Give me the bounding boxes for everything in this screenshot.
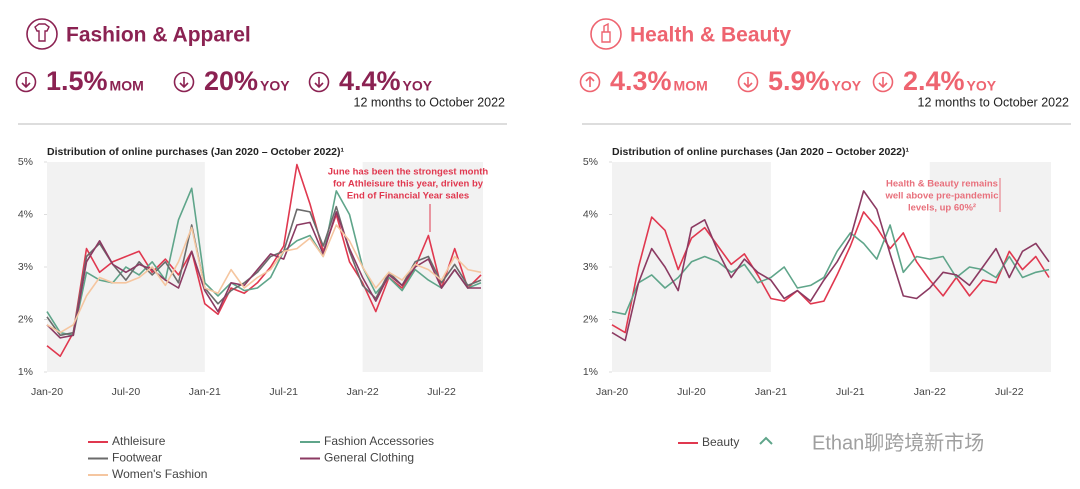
- shirt-icon: [34, 23, 50, 42]
- x-tick-label: Jan-22: [347, 386, 379, 398]
- metric-arrow: [15, 71, 37, 93]
- y-tick-label: 3%: [18, 261, 33, 273]
- x-tick-label: Jan-21: [755, 386, 787, 398]
- header-icon: [26, 18, 58, 50]
- metric-value: 5.9%: [768, 66, 830, 96]
- header-icon: [590, 18, 622, 50]
- metric-value: 2.4%: [903, 66, 965, 96]
- legend-label: Women's Fashion: [112, 467, 207, 481]
- annotation: Health & Beauty remains: [886, 179, 998, 190]
- legend-label: Athleisure: [112, 434, 166, 448]
- x-tick-label: Jan-20: [31, 386, 63, 398]
- metric-unit: YOY: [832, 78, 862, 94]
- legend-label: Footwear: [112, 451, 162, 465]
- x-tick-label: Jan-21: [189, 386, 221, 398]
- x-tick-label: Jul-21: [836, 386, 865, 398]
- panel-title: Health & Beauty: [630, 24, 791, 47]
- metric-unit: YOY: [967, 78, 997, 94]
- x-tick-label: Jul-22: [995, 386, 1024, 398]
- legend-swatch: [759, 436, 773, 445]
- metric-unit: YOY: [260, 78, 290, 94]
- annotation: End of Financial Year sales: [347, 191, 469, 202]
- legend-label: Fashion Accessories: [324, 434, 434, 448]
- x-tick-label: Jul-20: [112, 386, 141, 398]
- y-tick-label: 5%: [18, 156, 33, 168]
- x-tick-label: Jul-20: [677, 386, 706, 398]
- annotation: June has been the strongest month: [328, 167, 489, 178]
- x-tick-label: Jan-20: [596, 386, 628, 398]
- metric-arrow-glyph: [878, 77, 888, 89]
- y-tick-label: 2%: [18, 313, 33, 325]
- metric-value: 20%: [204, 66, 258, 96]
- legend-label: General Clothing: [324, 451, 414, 465]
- metric-unit: MOM: [674, 78, 708, 94]
- y-tick-label: 5%: [583, 156, 598, 168]
- panel-title: Fashion & Apparel: [66, 24, 251, 47]
- y-tick-label: 1%: [18, 366, 33, 378]
- watermark: Ethan聊跨境新市场: [812, 431, 984, 454]
- series-line: [46, 205, 482, 337]
- metric-arrow: [737, 71, 759, 93]
- y-tick-label: 2%: [583, 313, 598, 325]
- metric-arrow-glyph: [179, 77, 189, 89]
- x-tick-label: Jan-22: [914, 386, 946, 398]
- series-line: [46, 211, 481, 339]
- series-line: [46, 187, 482, 337]
- metric-value: 4.4%: [339, 66, 401, 96]
- annotation: levels, up 60%²: [908, 203, 976, 214]
- y-tick-label: 1%: [583, 366, 598, 378]
- metric-arrow-glyph: [21, 77, 31, 89]
- metric-arrow-glyph: [743, 77, 753, 89]
- metric-arrow-glyph: [585, 75, 595, 87]
- series-line: [46, 224, 482, 334]
- x-tick-label: Jul-22: [427, 386, 456, 398]
- chart-title: Distribution of online purchases (Jan 20…: [612, 146, 909, 158]
- metric-value: 1.5%: [46, 66, 108, 96]
- metric-arrow: [579, 71, 601, 93]
- y-tick-label: 4%: [583, 208, 598, 220]
- series-line: [611, 190, 1050, 342]
- annotation: for Athleisure this year, driven by: [333, 179, 484, 190]
- metric-arrow: [308, 71, 330, 93]
- annotation: well above pre-pandemic: [885, 191, 999, 202]
- metric-arrow: [173, 71, 195, 93]
- period: 12 months to October 2022: [918, 95, 1070, 109]
- metric-arrow: [872, 71, 894, 93]
- metric-unit: YOY: [403, 78, 433, 94]
- series-line: [611, 224, 1050, 316]
- metric-arrow-glyph: [314, 77, 324, 89]
- legend-label: Beauty: [702, 435, 739, 449]
- metric-unit: MOM: [110, 78, 144, 94]
- chart-title: Distribution of online purchases (Jan 20…: [47, 146, 344, 158]
- period: 12 months to October 2022: [354, 95, 506, 109]
- metric-value: 4.3%: [610, 66, 672, 96]
- series-line: [611, 211, 1050, 334]
- x-tick-label: Jul-21: [269, 386, 298, 398]
- y-tick-label: 4%: [18, 208, 33, 220]
- lipstick-icon: [601, 22, 611, 43]
- y-tick-label: 3%: [583, 261, 598, 273]
